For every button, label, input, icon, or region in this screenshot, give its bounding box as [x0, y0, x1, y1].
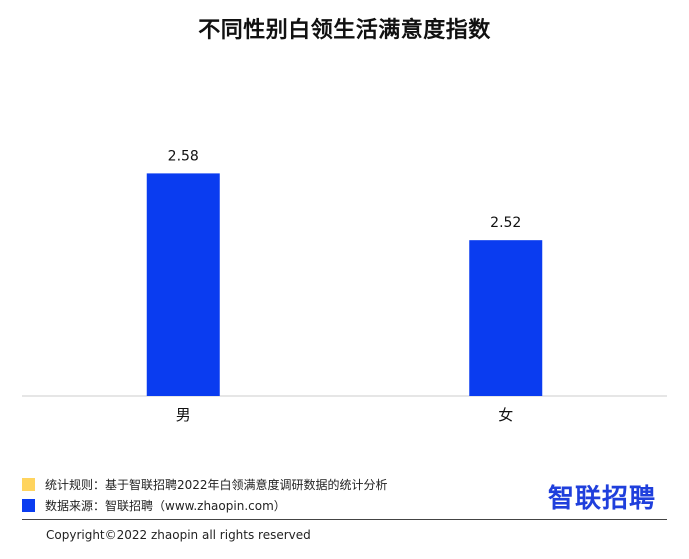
x-tick-label-1: 女: [498, 406, 513, 424]
source-note: 数据来源：智联招聘（www.zhaopin.com）: [22, 497, 286, 514]
bar-chart: 2.58 男 2.52 女: [22, 148, 667, 424]
zhaopin-logo: 智联招聘: [548, 484, 657, 514]
bar-value-label-0: 2.58: [168, 148, 199, 164]
rule-note-text: 统计规则：基于智联招聘2022年白领满意度调研数据的统计分析: [45, 478, 388, 492]
source-swatch-icon: [22, 499, 35, 512]
copyright-text: Copyright©2022 zhaopin all rights reserv…: [46, 528, 311, 542]
chart-title: 不同性别白领生活满意度指数: [198, 18, 491, 43]
rule-note: 统计规则：基于智联招聘2022年白领满意度调研数据的统计分析: [22, 476, 388, 493]
rule-swatch-icon: [22, 478, 35, 491]
footer-divider: [22, 519, 667, 520]
bar-value-label-1: 2.52: [490, 215, 521, 231]
bar-1: [469, 240, 543, 396]
x-tick-label-0: 男: [176, 406, 191, 424]
bar-0: [146, 173, 220, 396]
source-note-text: 数据来源：智联招聘（www.zhaopin.com）: [45, 499, 286, 513]
